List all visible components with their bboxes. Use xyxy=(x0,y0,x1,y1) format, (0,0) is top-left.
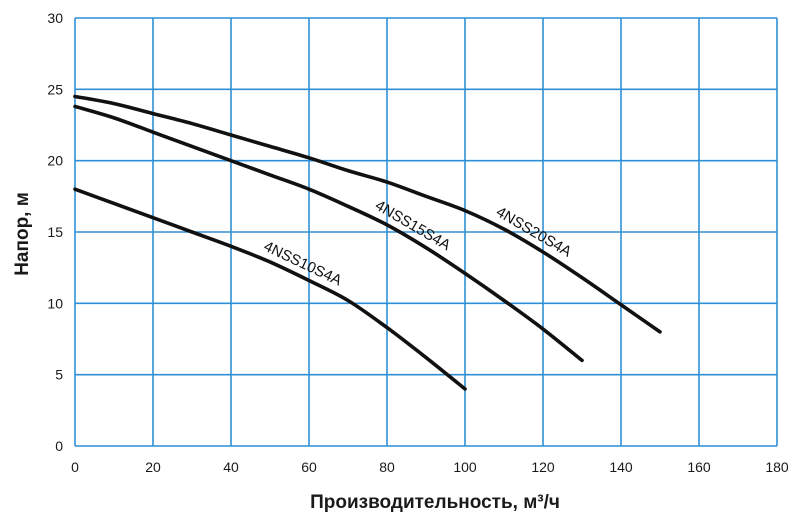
x-axis-title: Производительность, м³/ч xyxy=(310,492,560,513)
y-tick-label: 15 xyxy=(47,224,63,240)
x-tick-label: 160 xyxy=(687,459,711,475)
series-line-4nss15s4a xyxy=(73,104,584,363)
x-tick-label: 80 xyxy=(379,459,395,475)
x-tick-label: 60 xyxy=(301,459,317,475)
y-tick-label: 25 xyxy=(47,81,63,97)
tick-labels: 0 20 40 60 80 100 120 140 160 180 0 5 10 15 20 25 30 xyxy=(47,10,788,475)
x-tick-label: 100 xyxy=(453,459,477,475)
series-curves xyxy=(73,94,662,391)
y-tick-label: 20 xyxy=(47,153,63,169)
y-tick-label: 10 xyxy=(47,295,63,311)
x-tick-label: 180 xyxy=(765,459,789,475)
y-tick-label: 30 xyxy=(47,10,63,26)
y-tick-label: 0 xyxy=(55,438,63,454)
series-line-4nss20s4a xyxy=(73,94,662,334)
x-tick-label: 120 xyxy=(531,459,555,475)
grid xyxy=(74,17,778,447)
y-tick-label: 5 xyxy=(55,367,63,383)
x-tick-label: 0 xyxy=(71,459,79,475)
series-line-4nss10s4a xyxy=(73,187,467,391)
x-tick-label: 40 xyxy=(223,459,239,475)
x-tick-label: 20 xyxy=(145,459,161,475)
y-axis-title: Напор, м xyxy=(12,192,33,276)
x-tick-label: 140 xyxy=(609,459,633,475)
